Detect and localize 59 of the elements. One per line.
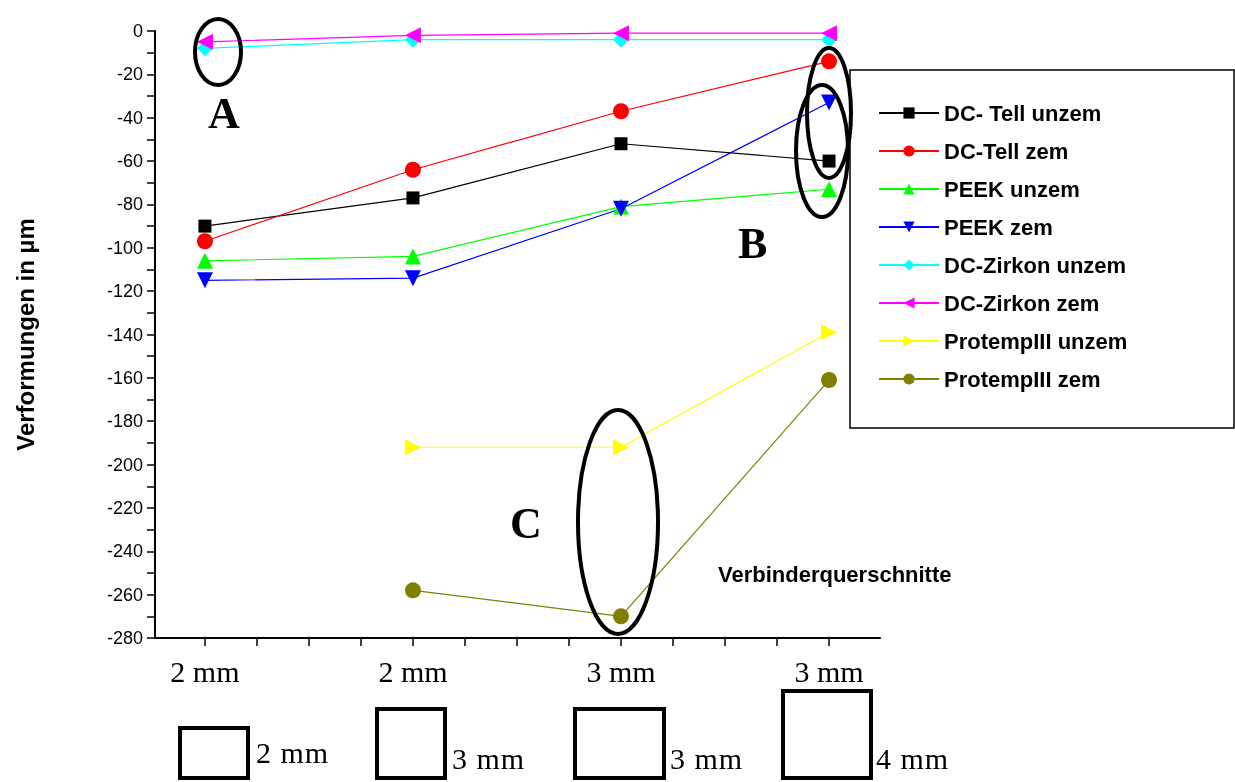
- legend-label: DC-Zirkon zem: [944, 290, 1100, 316]
- point: [404, 248, 421, 265]
- y-tick-label: -120: [106, 281, 143, 302]
- x-tick-label: 2 mm: [170, 654, 240, 688]
- y-tick-label: -140: [106, 324, 143, 345]
- x-tick-label: 2 mm: [378, 654, 448, 688]
- x-tick-label: 3 mm: [794, 654, 864, 688]
- point: [821, 53, 838, 70]
- legend-label: ProtempIII unzem: [944, 328, 1128, 354]
- y-tick-label: -260: [106, 584, 143, 605]
- point: [196, 33, 213, 50]
- point: [822, 154, 836, 168]
- point: [613, 103, 629, 120]
- point: [196, 252, 213, 269]
- y-axis-title: Verformungen in µm: [11, 218, 39, 451]
- point: [404, 27, 421, 44]
- y-tick-label: 0: [132, 21, 143, 41]
- text: 4 mm: [876, 742, 950, 776]
- legend-label: DC- Tell unzem: [944, 100, 1102, 126]
- x-tick-label: 3 mm: [586, 654, 656, 688]
- point: [404, 270, 421, 287]
- y-tick-label: -240: [106, 541, 143, 562]
- point: [821, 324, 838, 341]
- point: [821, 25, 838, 42]
- legend-label: DC-Zirkon unzem: [944, 252, 1127, 278]
- y-tick-label: -20: [116, 64, 143, 85]
- y-tick-label: -100: [106, 237, 143, 258]
- point: [196, 233, 213, 250]
- text: 3 mm: [670, 742, 744, 776]
- point: [406, 191, 420, 205]
- annotation: C: [510, 498, 542, 549]
- annotation: A: [208, 88, 240, 139]
- point: [613, 439, 629, 456]
- point: [198, 219, 212, 233]
- point: [196, 272, 213, 289]
- legend-label: DC-Tell zem: [944, 138, 1069, 164]
- y-tick-label: -280: [106, 628, 143, 648]
- legend-label: ProtempIII zem: [944, 366, 1101, 392]
- point: [613, 25, 629, 42]
- text: 2 mm: [256, 736, 330, 770]
- legend-label: PEEK unzem: [944, 176, 1080, 202]
- annotation: B: [738, 218, 768, 269]
- y-tick-label: -220: [106, 497, 143, 518]
- point: [404, 582, 421, 599]
- point: [821, 181, 838, 198]
- point: [613, 608, 629, 625]
- y-tick-label: -160: [106, 367, 143, 388]
- point: [821, 372, 838, 389]
- point: [404, 161, 421, 178]
- y-tick-label: -80: [116, 194, 143, 215]
- y-tick-label: -180: [106, 411, 143, 432]
- y-tick-label: -40: [116, 107, 143, 128]
- legend-label: PEEK zem: [944, 214, 1053, 240]
- point: [404, 439, 421, 456]
- point: [614, 137, 628, 151]
- x-axis-title: Verbinderquerschnitte: [718, 562, 952, 588]
- text: 3 mm: [452, 742, 526, 776]
- y-tick-label: -200: [106, 454, 143, 475]
- y-tick-label: -60: [116, 151, 143, 172]
